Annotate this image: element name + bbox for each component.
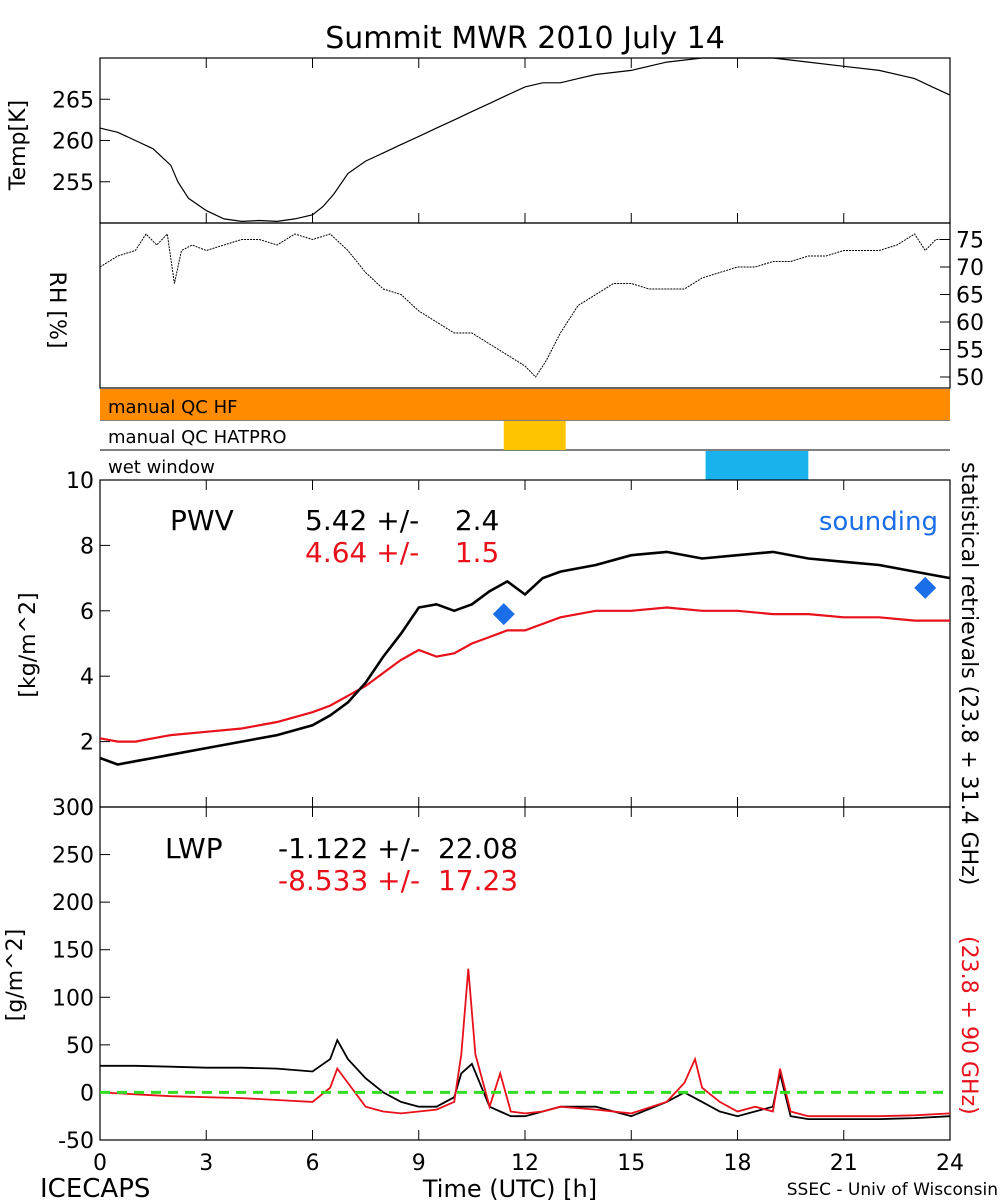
chart-title: Summit MWR 2010 July 14 — [325, 21, 725, 56]
pwv-stat-red: 4.64 +/- 1.5 — [305, 536, 499, 569]
pwv-label: PWV — [170, 504, 234, 537]
y-tick-label: 10 — [66, 469, 94, 494]
y-tick-label: 265 — [52, 88, 94, 113]
lwp-stat-red: -8.533 +/- 17.23 — [278, 864, 518, 897]
lwp-panel: -50 0 50 100 150 200 250 300 LWP -1.122 +/- 22.… — [3, 796, 951, 1154]
y-tick-label: 250 — [52, 844, 94, 869]
pwv-ylabel: [kg/m^2] — [16, 592, 41, 697]
rh-series-line — [99, 232, 950, 378]
qc-bars: manual QC HF manual QC HATPRO wet window — [100, 389, 950, 481]
footer-right: SSEC - Univ of Wisconsin — [787, 1180, 998, 1200]
x-tick-label: 12 — [511, 1151, 539, 1176]
temp-ylabel: Temp[K] — [6, 100, 31, 191]
x-tick-label: 15 — [617, 1151, 645, 1176]
temp-series-line — [99, 57, 951, 223]
y-tick-label: 75 — [956, 229, 984, 254]
qc-label-hatpro: manual QC HATPRO — [108, 427, 287, 448]
lwp-stat-black: -1.122 +/- 22.08 — [278, 832, 518, 865]
y-tick-label: 0 — [80, 1081, 94, 1106]
y-tick-label: 2 — [80, 731, 94, 756]
y-tick-label: 55 — [956, 339, 984, 364]
qc-label-hf: manual QC HF — [108, 397, 237, 418]
y-tick-label: 50 — [66, 1034, 94, 1059]
right-label-red: (23.8 + 90 GHz) — [956, 936, 981, 1115]
x-tick-label: 18 — [724, 1151, 752, 1176]
x-axis-ticks: 0 3 6 9 12 15 18 21 24 — [93, 58, 964, 1176]
y-tick-label: 260 — [52, 130, 94, 155]
pwv-stat-black: 5.42 +/- 2.4 — [305, 504, 499, 537]
y-tick-label: 8 — [80, 534, 94, 559]
x-tick-label: 24 — [936, 1151, 964, 1176]
lwp-ylabel: [g/m^2] — [3, 929, 28, 1021]
lwp-label: LWP — [165, 832, 223, 865]
y-tick-label: 65 — [956, 284, 984, 309]
footer-left: ICECAPS — [40, 1174, 150, 1200]
pwv-y-ticks: 0 2 4 6 8 10 — [66, 469, 110, 821]
x-tick-label: 21 — [830, 1151, 858, 1176]
qc-bar-wet-window — [705, 451, 809, 480]
qc-label-wet-window: wet window — [108, 457, 215, 478]
lwp-series-red — [99, 968, 951, 1118]
rh-ylabel: RH [%] — [44, 272, 69, 349]
x-tick-label: 9 — [412, 1151, 426, 1176]
pwv-series-red — [99, 606, 950, 743]
y-tick-label: 0 — [80, 796, 94, 821]
x-tick-label: 6 — [306, 1151, 320, 1176]
qc-bar-manual-qc-hatpro — [503, 421, 566, 450]
sounding-marker — [492, 603, 515, 626]
right-label-black: statistical retrievals (23.8 + 31.4 GHz) — [956, 462, 981, 885]
y-tick-label: 100 — [52, 986, 94, 1011]
y-tick-label: 255 — [52, 171, 94, 196]
y-tick-label: 50 — [956, 366, 984, 391]
pwv-series-black — [99, 550, 951, 766]
right-labels: statistical retrievals (23.8 + 31.4 GHz)… — [956, 462, 981, 1115]
pwv-panel: 0 2 4 6 8 10 PWV 5.42 +/- 2.4 4.64 +/- 1.5 so… — [16, 469, 951, 821]
y-tick-label: 150 — [52, 939, 94, 964]
y-tick-label: 70 — [956, 256, 984, 281]
x-tick-label: 0 — [93, 1151, 107, 1176]
x-tick-label: 3 — [199, 1151, 213, 1176]
y-tick-label: -50 — [58, 1129, 94, 1154]
y-tick-label: 200 — [52, 891, 94, 916]
y-tick-label: 4 — [80, 665, 94, 690]
x-axis-label: Time (UTC) [h] — [422, 1175, 597, 1200]
temp-y-ticks: 255 260 265 — [52, 88, 110, 196]
qc-bar-manual-qc-hf — [100, 389, 950, 420]
y-tick-label: 6 — [80, 600, 94, 625]
sounding-label: sounding — [819, 507, 938, 537]
sounding-marker — [914, 576, 937, 599]
y-tick-label: 300 — [52, 796, 94, 821]
lwp-y-ticks: -50 0 50 100 150 200 250 300 — [52, 796, 110, 1154]
y-tick-label: 60 — [956, 311, 984, 336]
